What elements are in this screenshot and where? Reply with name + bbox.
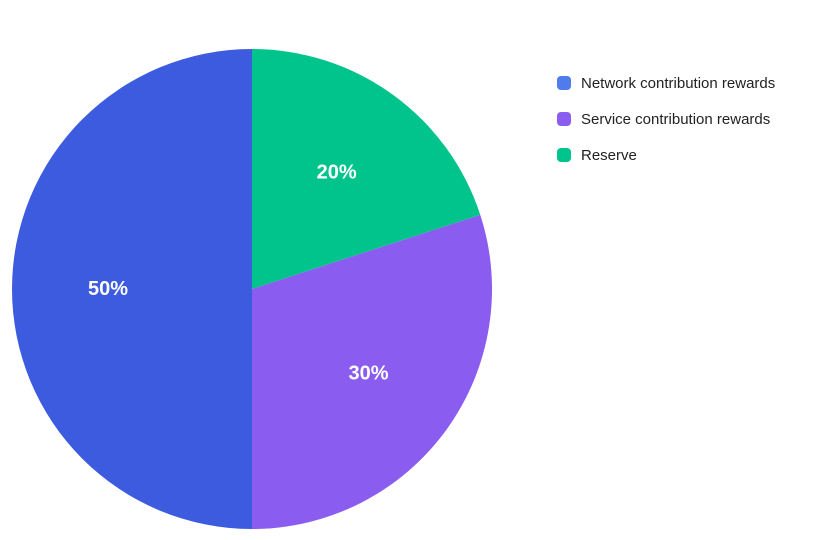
legend-label-reserve: Reserve — [581, 146, 637, 164]
legend-swatch-reserve — [557, 148, 571, 162]
legend: Network contribution rewards Service con… — [557, 73, 775, 165]
legend-swatch-network-contribution-rewards — [557, 76, 571, 90]
pie-data-labels: 20% 30% 50% — [88, 162, 389, 385]
pie-slice-reserve[interactable] — [252, 49, 481, 289]
legend-label-service-contribution-rewards: Service contribution rewards — [581, 110, 771, 128]
legend-item-network-contribution-rewards[interactable]: Network contribution rewards — [557, 73, 775, 93]
legend-label-network-contribution-rewards: Network contribution rewards — [581, 74, 776, 92]
pie-slice-service-contribution-rewards[interactable] — [252, 214, 492, 529]
pie-slice-network-contribution-rewards[interactable] — [12, 49, 252, 529]
data-label-service-contribution-rewards: 30% — [348, 363, 388, 385]
legend-swatch-service-contribution-rewards — [557, 112, 571, 126]
data-label-network-contribution-rewards: 50% — [88, 278, 128, 300]
legend-item-reserve[interactable]: Reserve — [557, 145, 775, 165]
pie-slices — [12, 49, 492, 529]
data-label-reserve: 20% — [317, 162, 357, 184]
legend-item-service-contribution-rewards[interactable]: Service contribution rewards — [557, 109, 775, 129]
